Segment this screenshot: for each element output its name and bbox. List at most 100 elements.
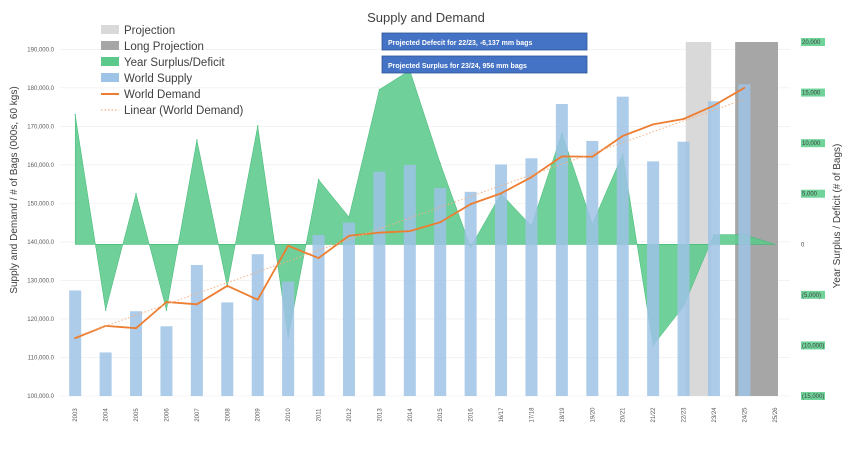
demand-point-21-22	[652, 123, 655, 126]
y-tick-label: 140,000.0	[27, 240, 54, 246]
supply-bar-2006	[160, 326, 173, 396]
supply-bar-2003	[69, 290, 82, 396]
supply-bar-2007	[190, 265, 203, 396]
x-tick-label: 17/18	[529, 407, 535, 423]
surplus-point-2004	[104, 309, 107, 311]
x-tick-label: 2016	[469, 408, 475, 422]
x-tick-label: 2009	[256, 408, 262, 422]
demand-point-2016	[469, 203, 472, 206]
y-tick-label: 170,000.0	[27, 124, 54, 130]
supply-bar-2015	[434, 187, 447, 396]
y-tick-label: 100,000.0	[27, 394, 54, 400]
supply-bar-24-25	[738, 84, 751, 396]
legend-label-long-projection: Long Projection	[124, 41, 204, 53]
demand-point-16-17	[500, 192, 502, 195]
trend-line-linear-world-demand-	[75, 98, 745, 338]
supply-bar-2012	[342, 222, 355, 396]
y2-tick-label: 20,000	[802, 40, 821, 46]
supply-bar-2010	[282, 281, 295, 396]
demand-point-2006	[165, 301, 168, 303]
callout-deficit-text: Projected Defecit for 22/23, -6,137 mm b…	[388, 40, 532, 47]
supply-bar-2005	[130, 311, 143, 396]
callout-deficit-box	[381, 32, 588, 51]
callout-surplus: Projected Surplus for 23/24, 956 mm bags	[381, 55, 588, 74]
demand-point-2005	[135, 327, 137, 330]
y-tick-label: 120,000.0	[27, 317, 54, 323]
x-tick-label: 23/24	[712, 407, 718, 423]
band-projection	[685, 42, 712, 396]
y2-tick-label: (5,000)	[802, 293, 821, 299]
x-tick-label: 2014	[408, 408, 414, 422]
surplus-point-2012	[348, 216, 350, 218]
supply-bar-2016	[464, 191, 477, 396]
legend-swatch-projection	[101, 25, 119, 34]
y2-axis-label: Year Surplus / Deficit (# of Bags)	[832, 144, 843, 289]
x-tick-label: 20/21	[621, 407, 627, 423]
y2-tick-box	[801, 38, 825, 46]
demand-point-2015	[439, 221, 442, 224]
demand-point-2014	[408, 230, 411, 233]
legend-label-linear-trend: Linear (World Demand)	[124, 105, 243, 117]
supply-bar-2014	[403, 164, 416, 396]
supply-bar-21-22	[647, 161, 660, 396]
y2-tick-label: (15,000)	[802, 394, 824, 400]
callout-surplus-text: Projected Surplus for 23/24, 956 mm bags	[388, 63, 527, 70]
y2-tick-box	[801, 139, 825, 148]
surplus-point-2003	[74, 114, 77, 116]
supply-bar-23-24	[707, 101, 720, 396]
surplus-point-2009	[256, 125, 259, 127]
supply-bar-2004	[99, 352, 112, 396]
legend-swatch-world-supply	[101, 73, 119, 82]
y2-tick-label: 0	[801, 242, 805, 248]
surplus-point-2006	[165, 309, 168, 311]
y2-tick-label: 10,000	[802, 141, 821, 147]
y-tick-label: 130,000.0	[27, 278, 54, 284]
supply-bar-2008	[221, 302, 234, 396]
y-axis-ticks: 100,000.0 110,000.0 120,000.0 130,000.0 140,…	[27, 47, 54, 400]
demand-point-18-19	[560, 155, 563, 158]
demand-point-19-20	[591, 155, 594, 158]
y-tick-label: 110,000.0	[28, 355, 55, 361]
x-tick-label: 2004	[104, 408, 110, 422]
demand-point-2003	[74, 337, 77, 340]
y2-tick-box	[801, 290, 825, 299]
y2-tick-label: (10,000)	[802, 343, 824, 349]
x-tick-label: 2003	[73, 408, 79, 422]
x-tick-label: 2006	[164, 408, 170, 422]
supply-bar-20-21	[616, 96, 629, 397]
x-tick-label: 19/20	[590, 407, 596, 423]
demand-point-17-18	[530, 176, 533, 179]
x-tick-label: 22/23	[682, 407, 688, 423]
x-tick-label: 2011	[317, 408, 323, 422]
chart-title: Supply and Demand	[367, 10, 485, 25]
demand-point-2013	[378, 231, 381, 234]
callout-surplus-box	[381, 55, 588, 74]
supply-bar-18-19	[555, 103, 568, 397]
supply-bar-17-18	[525, 158, 538, 396]
x-tick-label: 2012	[347, 408, 353, 422]
y-tick-label: 160,000.0	[27, 163, 54, 169]
y2-tick-box	[801, 189, 825, 198]
x-tick-label: 2005	[134, 408, 140, 422]
y-tick-label: 180,000.0	[27, 86, 54, 92]
demand-point-23-24	[713, 104, 715, 107]
y2-tick-box	[801, 392, 825, 400]
x-tick-label: 2007	[195, 408, 201, 422]
legend-label-surplus-deficit: Year Surplus/Deficit	[124, 57, 225, 69]
x-tick-label: 2013	[377, 408, 383, 422]
x-tick-label: 2008	[225, 408, 231, 422]
y-axis-label: Supply and Demand / # of Bags (000s, 60 …	[9, 86, 20, 293]
y2-tick-box	[801, 88, 825, 97]
surplus-point-2013	[378, 88, 381, 91]
y2-tick-label: 5,000	[802, 192, 818, 198]
demand-point-20-21	[621, 135, 624, 137]
y2-axis-ticks: (15,000) (10,000) (5,000) 0 5,000 10,000 15,00…	[801, 38, 825, 400]
demand-point-2008	[226, 284, 229, 287]
surplus-point-25-26	[773, 243, 776, 246]
surplus-point-2005	[135, 192, 137, 195]
surplus-point-2011	[317, 178, 320, 181]
y2-tick-label: 15,000	[802, 91, 821, 97]
x-tick-label: 24/25	[742, 407, 748, 423]
demand-point-2010	[287, 244, 290, 247]
